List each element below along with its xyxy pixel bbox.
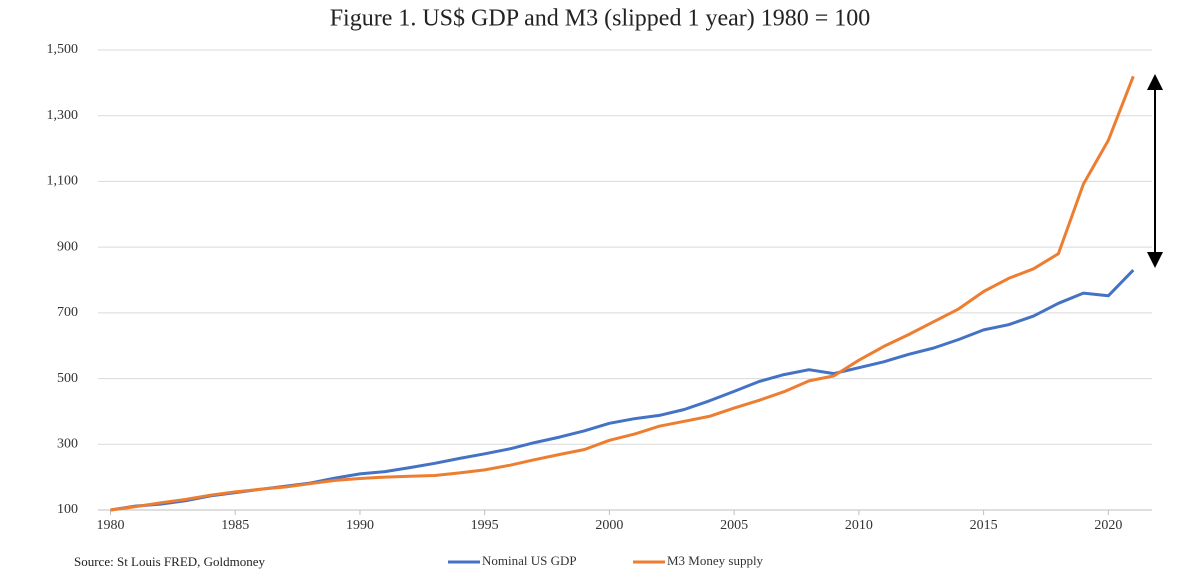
- chart-title: Figure 1. US$ GDP and M3 (slipped 1 year…: [330, 6, 871, 32]
- y-tick-label: 1,100: [47, 174, 79, 189]
- x-tick-label: 2020: [1094, 518, 1122, 533]
- y-tick-label: 500: [57, 371, 78, 386]
- y-tick-label: 100: [57, 502, 78, 517]
- y-tick-label: 900: [57, 239, 78, 254]
- y-tick-label: 300: [57, 437, 78, 452]
- x-tick-label: 1980: [96, 518, 124, 533]
- x-tick-label: 2010: [845, 518, 873, 533]
- x-tick-label: 1995: [471, 518, 499, 533]
- y-tick-label: 700: [57, 305, 78, 320]
- x-tick-label: 1985: [221, 518, 249, 533]
- x-tick-label: 2005: [720, 518, 748, 533]
- y-tick-label: 1,500: [47, 42, 79, 57]
- legend-label: M3 Money supply: [667, 553, 764, 568]
- legend-label: Nominal US GDP: [482, 553, 577, 568]
- x-tick-label: 2015: [970, 518, 998, 533]
- x-tick-label: 1990: [346, 518, 374, 533]
- source-note: Source: St Louis FRED, Goldmoney: [74, 554, 266, 569]
- series-line: [110, 269, 1135, 512]
- x-tick-label: 2000: [595, 518, 623, 533]
- series-line: [110, 75, 1135, 512]
- y-tick-label: 1,300: [47, 108, 79, 123]
